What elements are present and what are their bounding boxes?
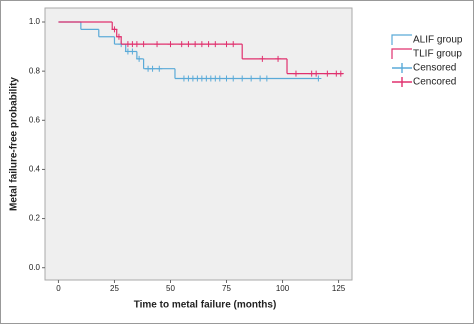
- censor-mark: [313, 70, 320, 77]
- x-tick-label: 125: [332, 284, 346, 293]
- censor-mark: [192, 41, 199, 48]
- censor-mark: [136, 55, 143, 62]
- censor-mark: [337, 70, 344, 77]
- legend-swatch: [392, 77, 412, 87]
- y-tick-label: 1.0: [29, 17, 41, 26]
- y-tick-label: 0.0: [29, 263, 41, 272]
- x-tick-label: 50: [166, 284, 175, 293]
- y-tick-label: 0.2: [29, 214, 41, 223]
- censor-mark: [324, 70, 331, 77]
- y-tick-label: 0.6: [29, 115, 41, 124]
- legend-label: Censored: [413, 63, 456, 74]
- censor-mark: [167, 41, 174, 48]
- legend-swatch: [392, 63, 412, 73]
- censor-mark: [133, 41, 140, 48]
- censor-mark: [198, 41, 205, 48]
- censor-mark: [315, 75, 322, 82]
- legend-swatch: [391, 48, 412, 59]
- censor-mark: [223, 75, 230, 82]
- censor-mark: [178, 41, 185, 48]
- censor-mark: [205, 41, 212, 48]
- x-tick-label: 75: [222, 284, 231, 293]
- censor-mark: [140, 41, 147, 48]
- censor-mark: [111, 26, 118, 33]
- y-tick-label: 0.8: [29, 66, 41, 75]
- censor-mark: [275, 55, 282, 62]
- y-tick-label: 0.4: [29, 165, 41, 174]
- x-axis-label: Time to metal failure (months): [134, 300, 277, 311]
- censor-mark: [230, 41, 237, 48]
- plot-area: [44, 7, 353, 281]
- censor-mark: [154, 41, 161, 48]
- censor-mark: [263, 75, 270, 82]
- censor-mark: [129, 48, 136, 55]
- legend-label: ALIF group: [413, 35, 463, 46]
- censor-mark: [259, 55, 266, 62]
- censor-mark: [216, 75, 223, 82]
- censor-mark: [156, 65, 163, 72]
- x-tick-label: 25: [110, 284, 119, 293]
- censor-mark: [149, 65, 156, 72]
- censor-mark: [248, 75, 255, 82]
- legend-label: Cencored: [413, 77, 456, 88]
- legend-label: TLIF group: [413, 49, 462, 60]
- censor-mark: [230, 75, 237, 82]
- y-axis-label: Metal failure-free probability: [9, 77, 20, 211]
- censor-mark: [115, 33, 122, 40]
- x-tick-label: 100: [276, 284, 290, 293]
- censor-mark: [257, 75, 264, 82]
- censor-mark: [185, 41, 192, 48]
- censor-mark: [223, 41, 230, 48]
- x-tick-label: 0: [56, 284, 61, 293]
- legend-swatch: [391, 34, 412, 45]
- censor-mark: [239, 75, 246, 82]
- censor-mark: [292, 70, 299, 77]
- censor-mark: [212, 41, 219, 48]
